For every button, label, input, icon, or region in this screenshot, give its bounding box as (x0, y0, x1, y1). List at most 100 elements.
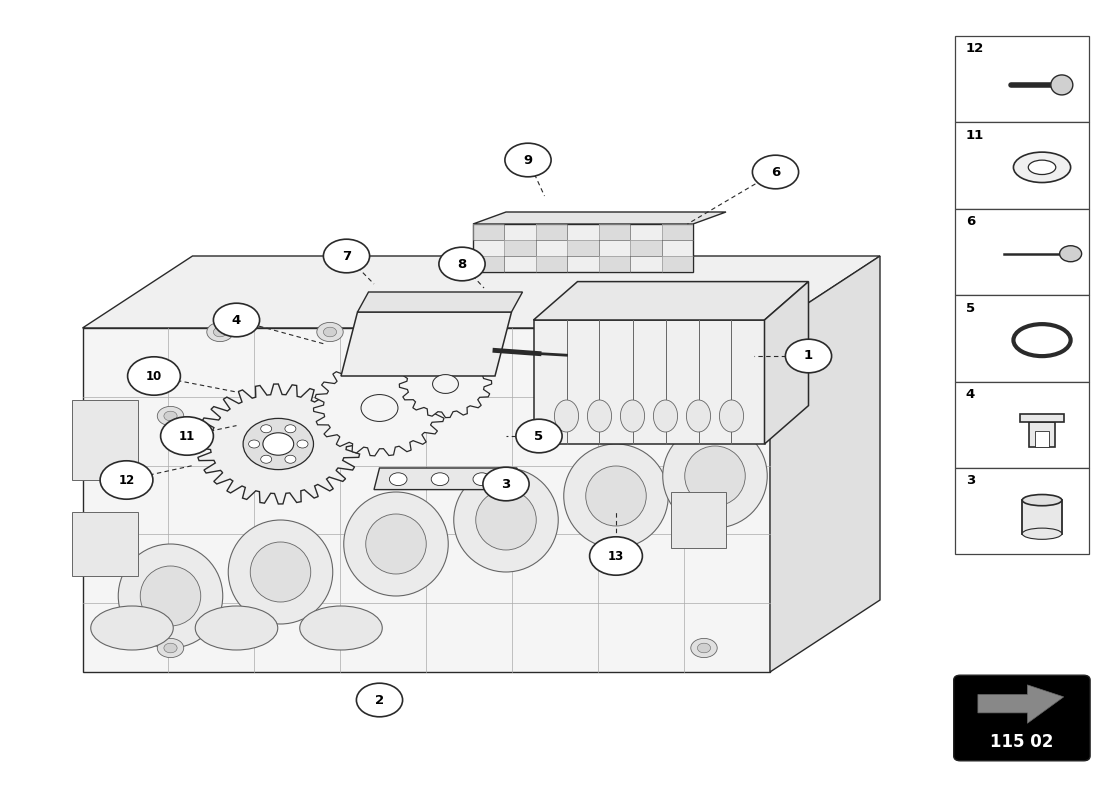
Polygon shape (534, 320, 764, 444)
Circle shape (752, 155, 799, 189)
Circle shape (647, 322, 673, 342)
Polygon shape (764, 282, 808, 444)
Polygon shape (82, 328, 770, 672)
Bar (955, 468, 1089, 554)
Circle shape (164, 643, 177, 653)
Ellipse shape (620, 400, 645, 432)
FancyBboxPatch shape (954, 675, 1090, 761)
Bar (72, 400, 138, 480)
Circle shape (213, 327, 227, 337)
Circle shape (473, 473, 491, 486)
Text: 6: 6 (771, 166, 780, 178)
Ellipse shape (196, 606, 277, 650)
Text: 12: 12 (966, 42, 984, 55)
Ellipse shape (1050, 75, 1072, 95)
Circle shape (243, 418, 314, 470)
Circle shape (213, 303, 260, 337)
Circle shape (785, 339, 832, 373)
Circle shape (483, 467, 529, 501)
Bar (536, 224, 568, 240)
Ellipse shape (365, 514, 427, 574)
Text: 11: 11 (966, 129, 984, 142)
Ellipse shape (1028, 160, 1056, 174)
Text: 3: 3 (502, 478, 510, 490)
Bar (1020, 414, 1064, 422)
Ellipse shape (299, 606, 383, 650)
Bar (598, 224, 630, 240)
Circle shape (432, 374, 459, 394)
Circle shape (207, 322, 233, 342)
Bar (661, 256, 693, 272)
Ellipse shape (684, 446, 746, 506)
Ellipse shape (1022, 528, 1062, 539)
Text: 13: 13 (608, 550, 624, 562)
Text: 10: 10 (146, 370, 162, 382)
Text: 3: 3 (966, 474, 975, 487)
Polygon shape (534, 282, 808, 320)
Polygon shape (399, 350, 492, 418)
Circle shape (431, 473, 449, 486)
Polygon shape (314, 360, 446, 456)
Circle shape (263, 433, 294, 455)
Polygon shape (374, 468, 517, 490)
Ellipse shape (119, 544, 222, 648)
Circle shape (691, 406, 717, 426)
Bar (473, 256, 505, 272)
Circle shape (261, 455, 272, 463)
Ellipse shape (475, 490, 537, 550)
Circle shape (505, 143, 551, 177)
Circle shape (356, 683, 403, 717)
Circle shape (516, 419, 562, 453)
Circle shape (697, 643, 711, 653)
Bar (955, 122, 1089, 209)
Circle shape (537, 322, 563, 342)
Bar (955, 36, 1089, 122)
Bar (473, 224, 505, 240)
Ellipse shape (585, 466, 647, 526)
Ellipse shape (564, 444, 669, 548)
Circle shape (590, 537, 642, 575)
Circle shape (697, 411, 711, 421)
Bar (536, 256, 568, 272)
Ellipse shape (719, 400, 744, 432)
Ellipse shape (653, 400, 678, 432)
Text: 7: 7 (342, 250, 351, 262)
Text: 9: 9 (524, 154, 532, 166)
Bar (661, 224, 693, 240)
Circle shape (285, 455, 296, 463)
Polygon shape (196, 384, 361, 504)
Circle shape (323, 327, 337, 337)
Polygon shape (770, 256, 880, 672)
Bar (598, 256, 630, 272)
Text: 5: 5 (535, 430, 543, 442)
Ellipse shape (662, 424, 768, 528)
Text: 115 02: 115 02 (990, 733, 1054, 750)
Ellipse shape (251, 542, 310, 602)
Polygon shape (978, 685, 1064, 723)
Text: 8: 8 (458, 258, 466, 270)
Circle shape (389, 473, 407, 486)
Ellipse shape (141, 566, 200, 626)
Text: 4: 4 (232, 314, 241, 326)
Circle shape (157, 406, 184, 426)
Circle shape (100, 461, 153, 499)
Polygon shape (82, 256, 880, 328)
Polygon shape (358, 292, 522, 312)
Circle shape (433, 327, 447, 337)
Text: 12: 12 (119, 474, 134, 486)
Circle shape (161, 417, 213, 455)
Ellipse shape (229, 520, 332, 624)
Polygon shape (473, 212, 726, 224)
Circle shape (249, 440, 260, 448)
Circle shape (653, 327, 667, 337)
Circle shape (1059, 246, 1081, 262)
Circle shape (261, 425, 272, 433)
Ellipse shape (90, 606, 174, 650)
Circle shape (164, 411, 177, 421)
Bar (671, 492, 726, 548)
Ellipse shape (1013, 152, 1070, 182)
Bar (505, 240, 536, 256)
Ellipse shape (343, 492, 449, 596)
Ellipse shape (587, 400, 612, 432)
Circle shape (297, 440, 308, 448)
